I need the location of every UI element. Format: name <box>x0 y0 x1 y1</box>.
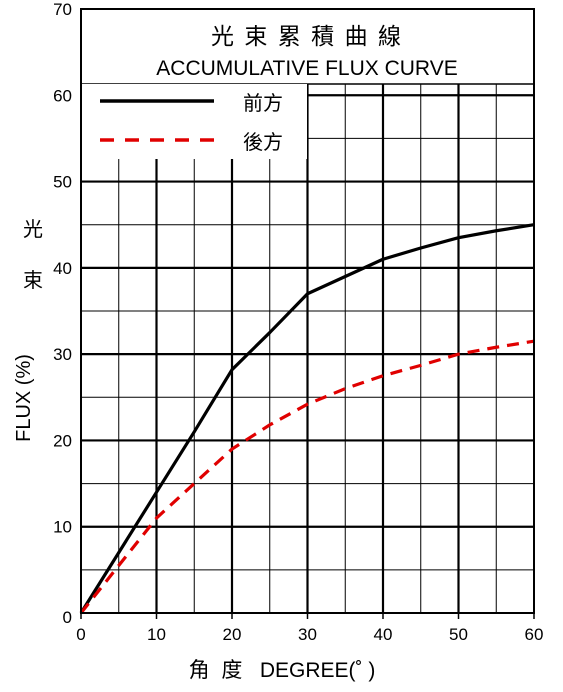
y-tick-label: 10 <box>53 518 72 537</box>
y-tick-label: 40 <box>53 259 72 278</box>
series-layer <box>79 223 535 614</box>
y-tick-label: 70 <box>53 0 72 19</box>
y-tick-label: 0 <box>63 608 72 627</box>
x-tick-label: 60 <box>525 625 544 644</box>
chart-subtitle: ACCUMULATIVE FLUX CURVE <box>156 57 457 80</box>
xlabel: 角 度 DEGREE(˚ ) <box>189 659 376 682</box>
x-tick-label: 0 <box>76 625 85 644</box>
chart-title: 光 束 累 積 曲 線 <box>211 23 403 49</box>
y-tick-label: 50 <box>53 173 72 192</box>
legend-box <box>81 84 307 159</box>
series-line-front <box>79 223 535 614</box>
x-tick-label: 40 <box>374 625 393 644</box>
x-tick-label: 10 <box>147 625 166 644</box>
y-tick-label: 30 <box>53 345 72 364</box>
series-line-back <box>79 339 535 614</box>
x-tick-label: 50 <box>449 625 468 644</box>
x-tick-label: 20 <box>223 625 242 644</box>
legend-label-front: 前方 <box>243 92 283 115</box>
title-box <box>80 8 535 85</box>
x-tick-label: 30 <box>298 625 317 644</box>
y-tick-label: 20 <box>53 431 72 450</box>
ylabel-zh-2: 束 <box>23 269 43 292</box>
legend-label-back: 後方 <box>243 131 283 154</box>
tick-layer: 0 10 20 30 40 50 60 0 10 20 30 40 50 60 70 <box>53 0 543 644</box>
ylabel: FLUX (%) <box>13 354 35 442</box>
y-tick-label: 60 <box>53 86 72 105</box>
ylabel-zh-1: 光 <box>23 218 43 241</box>
